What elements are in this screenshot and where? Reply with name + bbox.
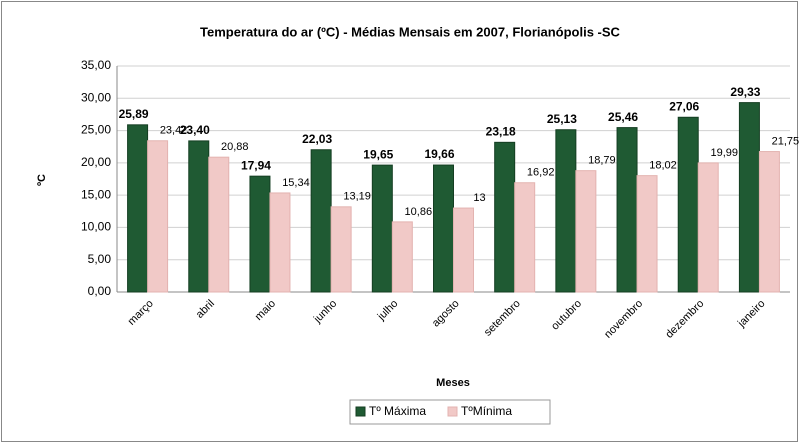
y-tick-label: 15,00 (81, 187, 111, 201)
y-tick-label: 5,00 (88, 252, 112, 266)
bar (758, 151, 780, 293)
bar (555, 129, 577, 293)
data-label: 25,89 (119, 107, 149, 121)
data-label: 25,46 (608, 110, 638, 124)
data-label: 20,88 (221, 141, 249, 153)
bar (677, 116, 699, 293)
y-tick-label: 30,00 (81, 90, 111, 104)
data-label: 19,66 (424, 147, 454, 161)
data-label: 15,34 (282, 177, 310, 189)
y-tick-label: 10,00 (81, 220, 111, 234)
bar (127, 124, 149, 293)
legend-label: Tº Máxima (369, 404, 426, 418)
y-axis-label: ºC (36, 174, 48, 186)
data-label: 27,06 (669, 99, 699, 113)
bar (616, 127, 638, 293)
data-label: 18,79 (588, 155, 616, 167)
data-label: 10,86 (405, 206, 433, 218)
data-label: 25,13 (547, 112, 577, 126)
data-label: 16,92 (527, 167, 555, 179)
data-label: 17,94 (241, 158, 271, 172)
bar (433, 164, 454, 293)
data-label: 21,75 (772, 135, 799, 147)
y-tick-label: 0,00 (88, 284, 112, 298)
data-label: 13 (473, 192, 485, 204)
y-tick-label: 20,00 (81, 155, 111, 169)
bar (636, 175, 658, 293)
bar (371, 164, 393, 293)
y-tick-label: 35,00 (81, 58, 111, 72)
bar (391, 221, 413, 293)
bar (249, 175, 271, 293)
bar (269, 192, 291, 293)
legend-swatch (355, 406, 366, 417)
bar (453, 207, 474, 293)
bar (738, 102, 760, 293)
bar (514, 182, 536, 293)
bar (310, 149, 332, 293)
data-label: 19,99 (710, 147, 738, 159)
bar (697, 162, 719, 293)
chart-title: Temperatura do ar (ºC) - Médias Mensais … (200, 24, 621, 39)
y-tick-label: 25,00 (81, 123, 111, 137)
data-label: 23,40 (180, 123, 210, 137)
data-label: 23,42 (160, 125, 188, 137)
bar (330, 206, 352, 293)
legend-swatch (447, 406, 458, 417)
data-label: 22,03 (302, 132, 332, 146)
bar (188, 140, 210, 293)
x-axis-label: Meses (436, 377, 470, 389)
bar (208, 156, 230, 293)
data-label: 13,19 (343, 191, 371, 203)
data-label: 23,18 (486, 124, 516, 138)
bar (147, 140, 169, 293)
data-label: 18,02 (649, 160, 677, 172)
bar (494, 141, 516, 293)
data-label: 29,33 (730, 85, 760, 99)
data-label: 19,65 (363, 147, 393, 161)
legend-label: TºMínima (461, 404, 512, 418)
bar (575, 170, 597, 293)
